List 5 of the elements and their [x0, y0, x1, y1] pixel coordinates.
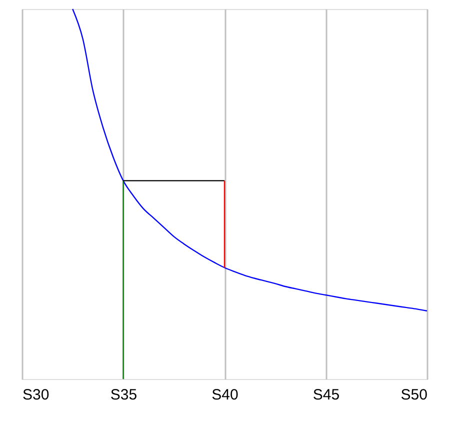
x-tick-label: S45 [312, 386, 340, 404]
x-tick-label: S40 [212, 386, 238, 404]
x-tick-label: S30 [22, 386, 50, 404]
x-tick-label: S50 [400, 386, 428, 404]
x-tick-label: S35 [110, 386, 138, 404]
